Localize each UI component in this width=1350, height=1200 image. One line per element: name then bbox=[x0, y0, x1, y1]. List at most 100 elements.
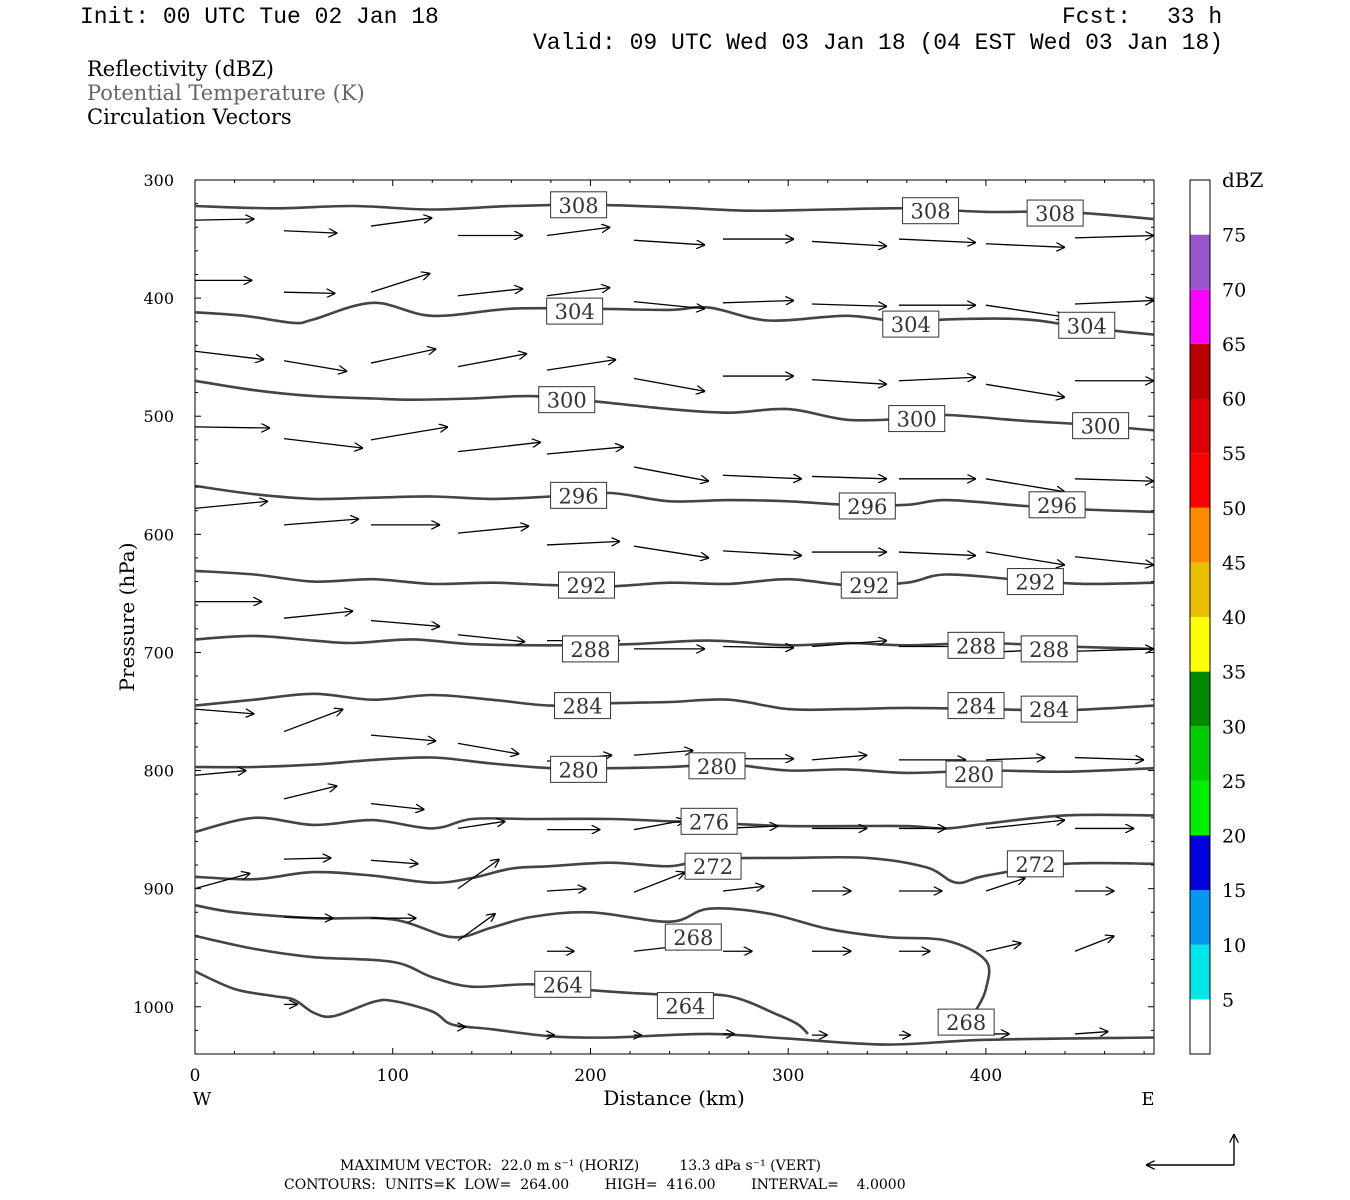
contour-label: 288 bbox=[1029, 638, 1069, 662]
contour-label-box bbox=[1026, 199, 1084, 227]
x-axis-west-label: W bbox=[193, 1089, 212, 1110]
colorbar-label: 30 bbox=[1222, 716, 1246, 738]
valid-time: Valid: 09 UTC Wed 03 Jan 18 (04 EST Wed … bbox=[533, 30, 1224, 56]
circulation-vector bbox=[1074, 479, 1154, 481]
field-label-potential-temperature: Potential Temperature (K) bbox=[87, 81, 365, 105]
colorbar-swatch bbox=[1190, 289, 1210, 344]
y-tick-label: 600 bbox=[143, 525, 174, 544]
colorbar-swatch bbox=[1190, 671, 1210, 727]
circulation-vector bbox=[722, 550, 802, 556]
colorbar-swatch bbox=[1190, 234, 1210, 290]
circulation-vector bbox=[370, 619, 440, 627]
circulation-vector bbox=[633, 820, 685, 831]
colorbar-swatch bbox=[1190, 343, 1210, 399]
contour-label: 300 bbox=[1081, 415, 1121, 439]
circulation-vector bbox=[1074, 649, 1154, 651]
contour-label: 284 bbox=[956, 695, 996, 719]
contour-label: 280 bbox=[954, 763, 994, 787]
contour-label: 272 bbox=[1015, 853, 1055, 877]
circulation-vector bbox=[985, 943, 1022, 952]
circulation-vector bbox=[370, 734, 436, 741]
contour-label-box bbox=[838, 492, 896, 520]
circulation-vector bbox=[633, 239, 705, 245]
y-tick-label: 300 bbox=[143, 171, 174, 190]
colorbar-swatch bbox=[1190, 780, 1210, 836]
circulation-vector bbox=[283, 786, 337, 800]
circulation-vector bbox=[1074, 556, 1154, 565]
circulation-vector bbox=[546, 227, 610, 237]
contour-label: 308 bbox=[1035, 202, 1075, 226]
colorbar-swatch bbox=[1190, 507, 1210, 563]
colorbar-label: 10 bbox=[1222, 935, 1246, 957]
contour-label-box bbox=[656, 992, 714, 1020]
circulation-vector bbox=[811, 755, 867, 761]
contour-label-box bbox=[680, 807, 738, 835]
circulation-vector bbox=[457, 742, 519, 754]
colorbar-label: 40 bbox=[1222, 607, 1246, 629]
contour-label-box bbox=[558, 571, 616, 599]
contour-label-box bbox=[554, 692, 612, 720]
circulation-vector bbox=[457, 913, 496, 942]
contour-label-box bbox=[888, 405, 946, 433]
contour-label: 292 bbox=[1015, 571, 1055, 595]
forecast-label: Fcst: bbox=[1062, 4, 1132, 30]
contour-label-box bbox=[1006, 568, 1064, 596]
circulation-vector bbox=[370, 860, 418, 864]
x-tick-label: 0 bbox=[190, 1066, 201, 1086]
contour-label: 304 bbox=[891, 313, 931, 337]
colorbar-swatch bbox=[1190, 726, 1210, 781]
circulation-vector bbox=[546, 447, 624, 455]
circulation-vector bbox=[283, 709, 343, 733]
contour-label: 280 bbox=[697, 755, 737, 779]
theta-contour-268 bbox=[194, 903, 991, 1022]
contour-label: 296 bbox=[559, 484, 599, 508]
colorbar-label: 65 bbox=[1222, 334, 1246, 356]
circulation-vector bbox=[633, 377, 705, 391]
contour-label-box bbox=[538, 386, 596, 414]
contour-label-box bbox=[550, 755, 608, 783]
colorbar-swatch bbox=[1190, 890, 1210, 945]
colorbar-swatch bbox=[1190, 944, 1210, 1000]
colorbar-swatch bbox=[1190, 617, 1210, 672]
colorbar-label: 75 bbox=[1222, 225, 1246, 247]
circulation-vector bbox=[194, 501, 268, 509]
contour-label-box bbox=[1028, 491, 1086, 519]
contour-info: CONTOURS: UNITS=K LOW= 264.00 HIGH= 416.… bbox=[284, 1177, 906, 1193]
circulation-vector bbox=[985, 551, 1065, 565]
contour-label-box bbox=[1020, 635, 1078, 663]
contour-label-box bbox=[947, 692, 1005, 720]
circulation-vector bbox=[898, 239, 976, 243]
contour-label-box bbox=[1006, 850, 1064, 878]
colorbar-label: 35 bbox=[1222, 662, 1246, 684]
colorbar-unit: dBZ bbox=[1222, 168, 1264, 192]
contour-label: 272 bbox=[693, 855, 733, 879]
contour-label-box bbox=[902, 197, 960, 225]
init-time: Init: 00 UTC Tue 02 Jan 18 bbox=[80, 4, 439, 30]
circulation-vector bbox=[283, 858, 331, 859]
contour-label-box bbox=[534, 970, 592, 998]
theta-contour-264 bbox=[194, 934, 809, 1035]
circulation-vector bbox=[811, 641, 887, 648]
colorbar-frame bbox=[1189, 179, 1211, 1055]
contour-label: 296 bbox=[847, 495, 887, 519]
circulation-vector bbox=[722, 300, 794, 302]
circulation-vector bbox=[985, 244, 1065, 248]
circulation-vector bbox=[1074, 936, 1115, 952]
circulation-vector bbox=[457, 289, 523, 297]
contour-label: 268 bbox=[946, 1011, 986, 1035]
circulation-vector bbox=[985, 383, 1065, 397]
circulation-vector bbox=[546, 541, 620, 545]
x-tick-label: 400 bbox=[970, 1066, 1002, 1086]
contour-label: 292 bbox=[566, 574, 606, 598]
circulation-vector bbox=[283, 360, 347, 372]
y-tick-label: 1000 bbox=[133, 998, 174, 1017]
contour-label: 300 bbox=[897, 408, 937, 432]
colorbar-label: 70 bbox=[1222, 279, 1246, 301]
circulation-vector bbox=[457, 859, 500, 890]
contour-label: 292 bbox=[849, 574, 889, 598]
contour-label: 284 bbox=[563, 695, 603, 719]
y-tick-label: 500 bbox=[143, 407, 174, 426]
circulation-vector bbox=[1074, 758, 1144, 760]
theta-contour-272 bbox=[194, 855, 1155, 885]
